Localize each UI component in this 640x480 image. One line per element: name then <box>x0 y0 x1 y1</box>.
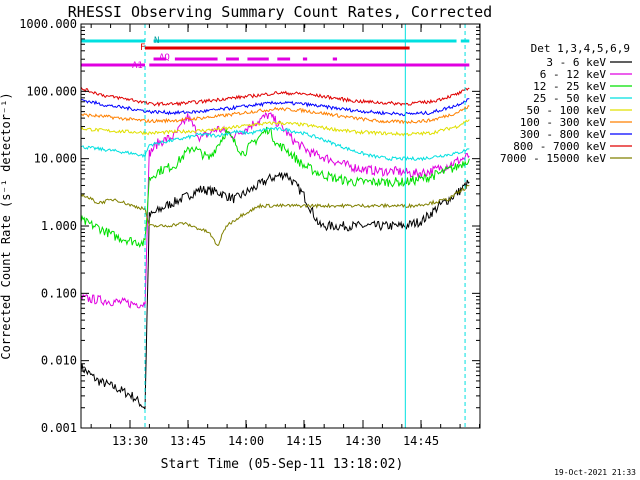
series-line-7 <box>80 98 470 117</box>
legend-label-5: 50 - 100 keV <box>527 104 607 117</box>
x-tick-label-4: 14:30 <box>345 434 381 448</box>
x-tick-label-0: 13:30 <box>112 434 148 448</box>
axes: 1000.000 100.000 10.000 1.000 0.100 0.010 0.00… <box>19 17 480 448</box>
y-tick-label-4: 0.100 <box>41 286 77 300</box>
y-tick-label-5: 0.010 <box>41 354 77 368</box>
y-axis-label: Corrected Count Rate (s⁻¹ detector⁻¹) <box>0 92 13 359</box>
series-line-1 <box>80 171 470 412</box>
legend-label-6: 100 - 300 keV <box>520 116 606 129</box>
y-tick-label-6: 0.001 <box>41 421 77 435</box>
legend-label-7: 300 - 800 keV <box>520 128 606 141</box>
state-bar-label-F: F <box>140 43 145 53</box>
series-line-8 <box>80 86 470 108</box>
generated-timestamp: 19-Oct-2021 21:33 <box>554 468 636 477</box>
legend-label-1: 3 - 6 keV <box>546 56 606 69</box>
plot-area: NF AQ A1 <box>80 24 470 428</box>
x-tick-label-5: 14:45 <box>403 434 439 448</box>
y-tick-label-2: 10.000 <box>34 152 77 166</box>
series-line-5 <box>80 119 470 137</box>
y-tick-label-1: 100.000 <box>26 84 77 98</box>
state-bar-label-N: N <box>154 36 159 46</box>
series-line-3 <box>80 126 470 249</box>
chart-title: RHESSI Observing Summary Count Rates, Co… <box>68 3 492 21</box>
legend-label-9: 7000 - 15000 keV <box>500 152 606 165</box>
x-tick-label-1: 13:45 <box>170 434 206 448</box>
legend-label-4: 25 - 50 keV <box>533 92 606 105</box>
x-axis-label: Start Time (05-Sep-11 13:18:02) <box>161 457 404 472</box>
series-line-6 <box>80 104 470 125</box>
y-tick-label-3: 1.000 <box>41 219 77 233</box>
y-tick-label-0: 1000.000 <box>19 17 77 31</box>
series-line-4 <box>80 126 470 162</box>
state-bar-label-A1: A1 <box>132 61 143 71</box>
series-line-2 <box>80 112 470 309</box>
legend-label-3: 12 - 25 keV <box>533 80 606 93</box>
x-tick-label-3: 14:15 <box>286 434 322 448</box>
series-line-9 <box>80 184 470 246</box>
legend-label-2: 6 - 12 keV <box>540 68 607 81</box>
legend-title: Det 1,3,4,5,6,9 <box>531 42 630 55</box>
legend-label-8: 800 - 7000 keV <box>513 140 606 153</box>
x-tick-label-2: 14:00 <box>228 434 264 448</box>
state-bar-label-AQ: AQ <box>159 53 170 63</box>
